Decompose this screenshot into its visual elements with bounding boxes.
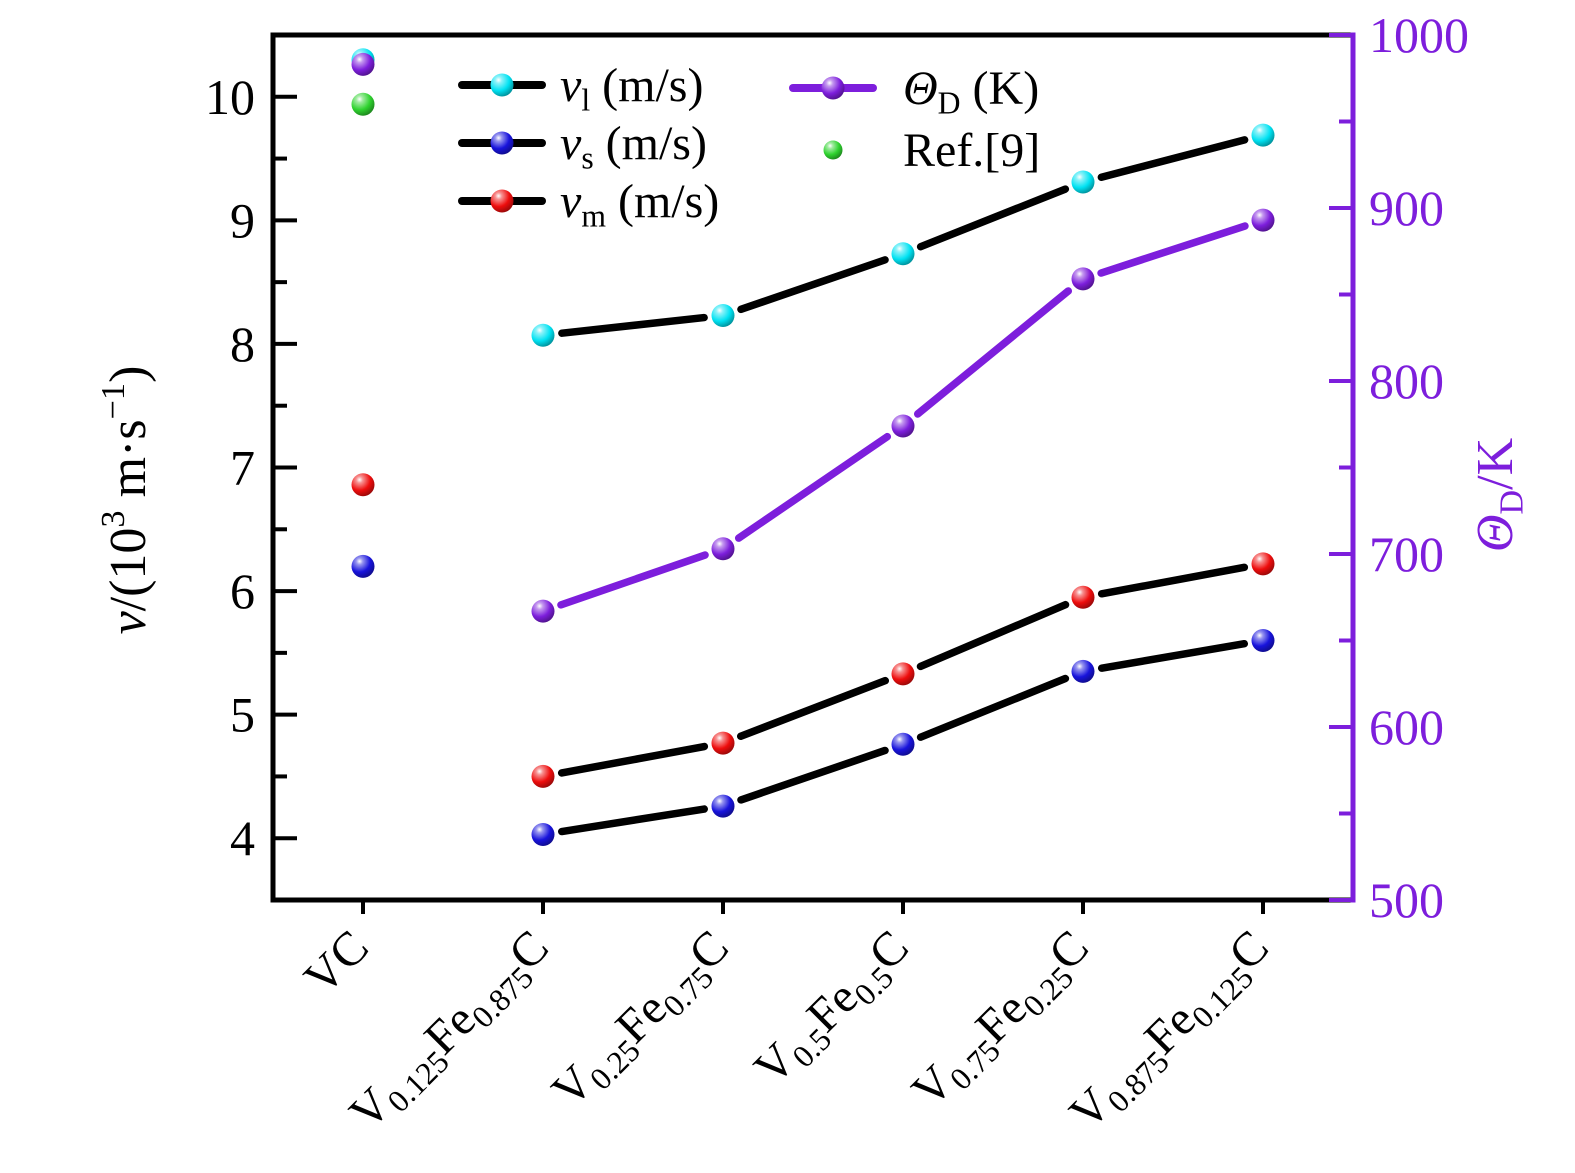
- series-line-vs-1: [558, 805, 708, 836]
- right-tick-label-1000: 1000: [1369, 7, 1469, 63]
- left-axis-title: v/(103 m·s−1): [94, 366, 157, 635]
- marker-vs-V0.75Fe0.25C: [1071, 659, 1095, 683]
- marker-vs-V0.5Fe0.5C: [891, 732, 915, 756]
- series-line-vs-2: [737, 746, 889, 804]
- left-tick-label-4: 4: [230, 810, 255, 866]
- series-line-vm-2: [736, 676, 890, 740]
- left-tick-label-10: 10: [205, 69, 255, 125]
- marker-vs-VC: [351, 554, 375, 578]
- marker-vl-V0.875Fe0.125C: [1251, 123, 1275, 147]
- legend-label-ref9: Ref.[9]: [903, 124, 1040, 177]
- series-line-vm-4: [1097, 563, 1249, 598]
- left-tick-label-7: 7: [230, 440, 255, 496]
- series-line-vs-3: [916, 674, 1070, 741]
- marker-vs-V0.125Fe0.875C: [531, 823, 555, 847]
- right-tick-label-500: 500: [1369, 872, 1444, 928]
- series-line-vs-4: [1097, 639, 1249, 672]
- marker-ref9-VC: [351, 92, 375, 116]
- series-line-thetaD-2: [734, 432, 892, 542]
- right-tick-label-900: 900: [1369, 180, 1444, 236]
- series-line-vm-1: [557, 742, 709, 777]
- right-tick-label-600: 600: [1369, 699, 1444, 755]
- marker-vm-V0.875Fe0.125C: [1251, 552, 1275, 576]
- legend-label-thetaD: ΘD (K): [903, 62, 1039, 121]
- series-line-vl-4: [1097, 136, 1249, 182]
- marker-thetaD-VC: [351, 52, 375, 76]
- marker-vl-V0.5Fe0.5C: [891, 242, 915, 266]
- left-tick-label-6: 6: [230, 563, 255, 619]
- x-tick-label-2: V0.25Fe0.75C: [542, 920, 743, 1121]
- marker-vl-V0.125Fe0.875C: [531, 323, 555, 347]
- legend-marker-vm: [490, 189, 514, 213]
- series-line-thetaD-3: [913, 287, 1073, 418]
- series-line-vm-3: [916, 600, 1070, 671]
- marker-vs-V0.25Fe0.75C: [711, 794, 735, 818]
- legend-marker-thetaD: [821, 76, 845, 100]
- left-tick-label-9: 9: [230, 192, 255, 248]
- marker-thetaD-V0.875Fe0.125C: [1251, 208, 1275, 232]
- series-line-thetaD-4: [1097, 222, 1249, 277]
- marker-vm-V0.25Fe0.75C: [711, 731, 735, 755]
- left-tick-label-5: 5: [230, 687, 255, 743]
- marker-vm-V0.5Fe0.5C: [891, 662, 915, 686]
- marker-vl-V0.25Fe0.75C: [711, 304, 735, 328]
- right-tick-label-800: 800: [1369, 353, 1444, 409]
- legend-marker-ref9: [823, 140, 843, 160]
- series-line-vl-3: [916, 185, 1070, 251]
- marker-vm-VC: [351, 473, 375, 497]
- legend-label-vl: vl (m/s): [560, 59, 703, 118]
- marker-thetaD-V0.125Fe0.875C: [531, 599, 555, 623]
- series-line-thetaD-1: [557, 551, 709, 609]
- x-tick-label-3: V0.5Fe0.5C: [744, 920, 923, 1099]
- legend-marker-vl: [490, 73, 514, 97]
- left-tick-label-8: 8: [230, 316, 255, 372]
- marker-vl-V0.75Fe0.25C: [1071, 170, 1095, 194]
- marker-thetaD-V0.25Fe0.75C: [711, 537, 735, 561]
- marker-vm-V0.75Fe0.25C: [1071, 585, 1095, 609]
- marker-vs-V0.875Fe0.125C: [1251, 629, 1275, 652]
- marker-thetaD-V0.5Fe0.5C: [891, 414, 915, 438]
- series-line-vl-2: [737, 256, 889, 314]
- series-line-vl-1: [558, 313, 708, 337]
- legend-label-vs: vs (m/s): [560, 117, 707, 176]
- right-tick-label-700: 700: [1369, 526, 1444, 582]
- legend-label-vm: vm (m/s): [560, 175, 719, 234]
- legend-marker-vs: [490, 131, 514, 155]
- x-tick-label-0: VC: [294, 920, 379, 1005]
- marker-vm-V0.125Fe0.875C: [531, 764, 555, 788]
- right-axis-title: ΘD/K: [1467, 437, 1530, 552]
- marker-thetaD-V0.75Fe0.25C: [1071, 267, 1095, 291]
